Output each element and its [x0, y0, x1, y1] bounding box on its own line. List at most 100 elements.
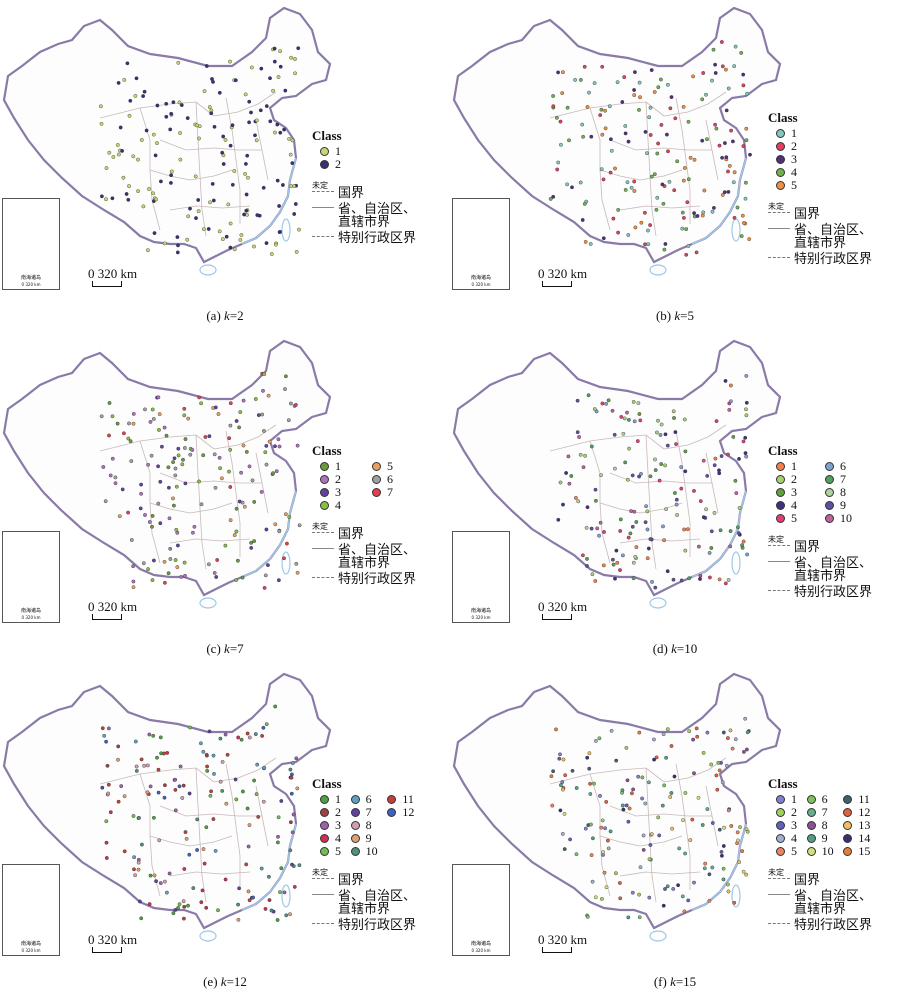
city-point: [558, 808, 563, 813]
city-point: [601, 850, 606, 855]
provincial-border: [549, 767, 665, 785]
city-point: [604, 401, 609, 406]
city-point: [290, 862, 294, 867]
coastline: [241, 490, 297, 578]
city-point: [581, 134, 586, 139]
china-map: [2, 6, 332, 276]
city-point: [107, 726, 111, 731]
city-point: [722, 190, 727, 195]
city-point: [136, 860, 141, 865]
city-point: [240, 789, 245, 794]
city-point: [654, 430, 659, 435]
legend-dot-icon: [387, 795, 397, 804]
city-point: [275, 840, 280, 845]
city-point: [176, 243, 180, 248]
city-point: [682, 527, 687, 532]
city-point: [741, 869, 746, 874]
city-point: [131, 412, 136, 416]
city-point: [726, 452, 730, 457]
city-point: [132, 855, 137, 860]
city-point: [289, 772, 294, 777]
city-point: [113, 475, 118, 480]
city-point: [685, 200, 690, 205]
panel-caption: (f) k=15: [450, 974, 900, 990]
city-point: [665, 82, 670, 87]
inset-scale: 0 320 km: [471, 948, 491, 953]
caption-prefix: (c): [206, 641, 225, 656]
city-point: [185, 237, 190, 242]
city-point: [113, 481, 118, 486]
panel-caption: (b) k=5: [450, 308, 900, 324]
city-point: [133, 873, 138, 878]
city-point: [154, 197, 159, 202]
city-point: [289, 791, 294, 796]
legend-class-label: 11: [858, 792, 870, 806]
city-point: [682, 909, 687, 914]
city-point: [136, 189, 141, 194]
city-point: [151, 132, 156, 137]
city-point: [148, 873, 153, 878]
city-point: [180, 462, 185, 467]
city-point: [745, 829, 750, 834]
city-point: [116, 152, 121, 157]
city-point: [182, 406, 187, 411]
legend-provincial-border-line: [768, 893, 790, 895]
city-point: [211, 817, 216, 822]
city-point: [253, 397, 258, 401]
map-panel-a: 南海诸岛 0 320 km 0 320 km Class 1 2 未定 国界 省、自治区、 直辖市…: [0, 0, 450, 333]
city-point: [206, 227, 211, 231]
city-point: [593, 895, 598, 900]
city-point: [668, 106, 673, 111]
city-point: [237, 425, 242, 430]
scale-bar: [542, 281, 572, 287]
city-point: [698, 499, 703, 504]
city-point: [717, 577, 722, 582]
south-china-sea-inset: 南海诸岛 0 320 km: [452, 864, 510, 956]
city-point: [629, 509, 634, 514]
city-point: [743, 451, 748, 456]
city-point: [645, 151, 649, 156]
city-point: [266, 393, 271, 398]
city-point: [262, 372, 267, 376]
city-point: [162, 795, 167, 800]
legend-dot-icon: [776, 155, 785, 164]
city-point: [725, 882, 730, 887]
legend-class-item: 5: [776, 511, 817, 525]
city-point: [567, 138, 571, 143]
city-point: [234, 529, 239, 534]
city-point: [264, 527, 269, 532]
taiwan-island: [281, 551, 291, 575]
city-point: [726, 169, 730, 174]
city-point: [213, 405, 218, 410]
city-point: [162, 879, 167, 884]
city-point: [634, 520, 639, 524]
city-point: [643, 242, 647, 247]
city-point: [626, 233, 631, 237]
scale-bar: [542, 614, 572, 620]
city-point: [614, 758, 619, 763]
city-point: [207, 729, 212, 734]
city-point: [110, 414, 115, 419]
city-point: [295, 786, 300, 791]
city-point: [700, 138, 705, 143]
city-point: [294, 561, 299, 566]
legend-class-label: 4: [335, 498, 341, 512]
city-point: [661, 903, 666, 908]
city-point: [184, 836, 189, 841]
caption-k: k: [674, 308, 681, 323]
city-point: [652, 90, 657, 94]
city-point: [261, 725, 266, 730]
city-point: [204, 64, 209, 68]
city-point: [741, 750, 746, 754]
legend-class-item: 7: [825, 472, 872, 486]
city-point: [692, 211, 697, 216]
legend-provincial-border: 省、自治区、: [768, 553, 872, 571]
city-point: [620, 788, 625, 793]
south-china-sea-inset: 南海诸岛 0 320 km: [2, 864, 60, 956]
city-point: [262, 765, 267, 770]
city-point: [615, 560, 620, 565]
city-point: [131, 585, 136, 590]
city-point: [257, 213, 262, 218]
city-point: [740, 545, 745, 550]
city-point: [578, 180, 583, 185]
